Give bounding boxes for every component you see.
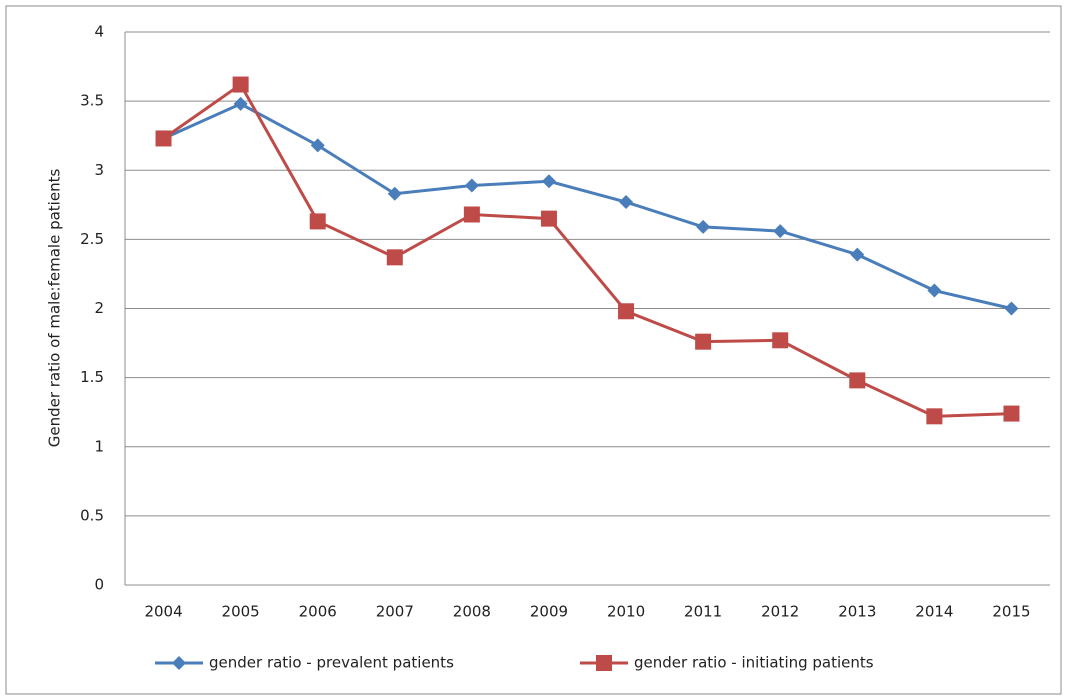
data-point (386, 249, 403, 266)
data-point (772, 332, 789, 349)
data-point (387, 186, 402, 201)
data-point (619, 195, 634, 210)
data-point (850, 247, 865, 262)
x-tick-label: 2005 (222, 603, 260, 621)
x-tick-label: 2015 (992, 603, 1030, 621)
data-point (696, 219, 711, 234)
data-point (155, 130, 172, 147)
x-tick-label: 2007 (376, 603, 414, 621)
data-point (1004, 301, 1019, 316)
series-line (162, 82, 1012, 418)
data-point (540, 210, 557, 227)
y-tick-label: 2 (94, 299, 104, 317)
data-point (695, 333, 712, 350)
data-point (464, 178, 479, 193)
x-tick-label: 2014 (915, 603, 953, 621)
data-point (233, 96, 248, 111)
data-point (773, 224, 788, 239)
y-tick-label: 1 (94, 437, 104, 455)
y-tick-label: 3 (94, 161, 104, 179)
x-tick-label: 2008 (453, 603, 491, 621)
data-point (541, 174, 556, 189)
x-tick-label: 2009 (530, 603, 568, 621)
y-axis-label: Gender ratio of male:female patients (46, 169, 64, 448)
x-tick-label: 2011 (684, 603, 722, 621)
x-tick-label: 2010 (607, 603, 645, 621)
y-tick-label: 3.5 (80, 92, 104, 110)
x-tick-label: 2013 (838, 603, 876, 621)
legend-marker (172, 656, 186, 670)
legend-label: gender ratio - initiating patients (634, 654, 874, 672)
y-tick-label: 2.5 (80, 230, 104, 248)
data-point (232, 76, 249, 93)
x-tick-label: 2012 (761, 603, 799, 621)
data-point (927, 283, 942, 298)
data-point (309, 213, 326, 230)
data-point (618, 303, 635, 320)
y-tick-label: 1.5 (80, 368, 104, 386)
y-tick-label: 4 (94, 23, 104, 41)
legend-label: gender ratio - prevalent patients (209, 654, 454, 672)
y-tick-label: 0.5 (80, 506, 104, 524)
data-point (310, 138, 325, 153)
data-point (463, 206, 480, 223)
x-tick-label: 2006 (299, 603, 337, 621)
data-point (1003, 405, 1020, 422)
y-tick-label: 0 (94, 576, 104, 594)
x-tick-label: 2004 (144, 603, 182, 621)
series-line (162, 102, 1012, 310)
chart-frame (5, 5, 1062, 695)
data-point (926, 408, 943, 425)
data-point (849, 372, 866, 389)
legend-marker (596, 655, 612, 671)
